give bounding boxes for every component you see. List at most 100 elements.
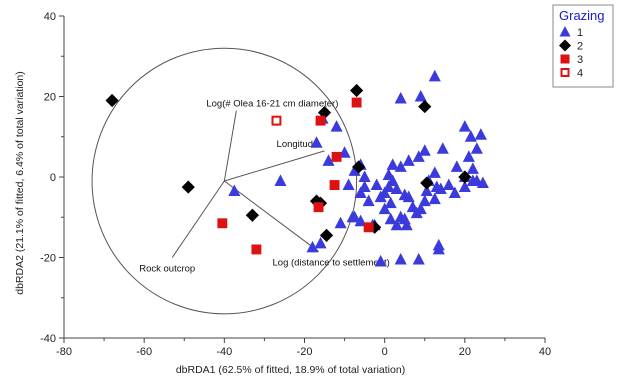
point-grazing-2 <box>245 208 259 222</box>
legend-label-3: 3 <box>577 54 583 66</box>
point-grazing-1 <box>432 242 445 255</box>
point-grazing-1 <box>322 154 335 166</box>
point-grazing-2 <box>368 220 382 234</box>
point-grazing-1 <box>414 89 427 102</box>
vector-line <box>224 180 319 252</box>
point-grazing-1 <box>334 216 347 229</box>
point-grazing-3 <box>315 115 326 126</box>
point-grazing-1 <box>354 186 367 199</box>
point-grazing-2 <box>350 83 364 98</box>
legend-marker-2 <box>559 39 571 52</box>
y-tick-label: -20 <box>40 253 56 265</box>
point-grazing-3 <box>217 218 228 229</box>
y-tick-label: 0 <box>50 172 56 184</box>
point-grazing-1 <box>410 206 423 219</box>
point-grazing-1 <box>394 252 407 265</box>
point-grazing-1 <box>428 192 441 205</box>
point-grazing-1 <box>362 194 375 207</box>
point-grazing-1 <box>448 186 461 199</box>
legend-marker-1 <box>559 26 571 37</box>
point-grazing-1 <box>390 218 403 231</box>
point-grazing-1 <box>418 144 431 156</box>
point-grazing-1 <box>420 184 433 197</box>
x-tick-label: -40 <box>216 346 232 358</box>
point-grazing-1 <box>342 178 355 190</box>
point-grazing-1 <box>386 158 399 170</box>
point-grazing-3 <box>251 244 262 255</box>
point-grazing-1 <box>358 170 371 182</box>
point-grazing-1 <box>228 184 241 197</box>
legend-marker-4 <box>560 68 570 77</box>
vector-label: Rock outcrop <box>139 264 195 275</box>
point-grazing-2 <box>105 93 119 108</box>
y-tick-label: -40 <box>40 333 56 345</box>
point-grazing-1 <box>412 150 425 162</box>
legend-title: Grazing <box>559 8 605 23</box>
point-grazing-1 <box>354 214 367 227</box>
point-grazing-1 <box>330 120 343 132</box>
point-grazing-3 <box>313 202 324 213</box>
vector-label: Log(# Olea 16-21 cm diameter) <box>206 99 338 110</box>
point-grazing-1 <box>470 142 483 154</box>
point-grazing-2 <box>420 176 434 190</box>
point-grazing-1 <box>394 160 407 172</box>
vector-label: Log (distance to settlement) <box>273 257 390 268</box>
point-grazing-1 <box>430 180 443 193</box>
point-grazing-2 <box>418 99 432 114</box>
point-grazing-1 <box>428 166 441 178</box>
y-tick-label: 20 <box>44 92 56 104</box>
point-grazing-1 <box>374 254 387 267</box>
point-grazing-1 <box>394 91 407 104</box>
point-grazing-1 <box>310 136 323 148</box>
point-grazing-1 <box>400 218 413 231</box>
point-grazing-1 <box>462 150 475 162</box>
point-grazing-1 <box>378 202 391 215</box>
point-grazing-1 <box>346 210 359 223</box>
point-grazing-1 <box>412 252 425 265</box>
point-grazing-1 <box>476 176 489 188</box>
point-grazing-3 <box>331 151 342 162</box>
point-grazing-1 <box>442 178 455 190</box>
x-tick-label: 40 <box>539 346 551 358</box>
point-grazing-1 <box>418 194 431 207</box>
vector-label: Longitude <box>277 139 319 150</box>
legend-label-2: 2 <box>577 41 583 53</box>
point-grazing-2 <box>181 180 195 194</box>
y-tick-label: 40 <box>44 11 56 23</box>
point-grazing-2 <box>352 160 366 174</box>
point-grazing-3 <box>363 222 374 233</box>
point-grazing-3 <box>351 97 362 108</box>
point-grazing-3 <box>329 180 340 190</box>
vector-line <box>224 150 325 182</box>
point-grazing-1 <box>406 200 419 213</box>
point-grazing-1 <box>384 212 397 225</box>
point-grazing-1 <box>458 120 471 132</box>
point-grazing-1 <box>274 174 287 186</box>
point-grazing-1 <box>458 180 471 193</box>
x-axis-title: dbRDA1 (62.5% of fitted, 18.9% of total … <box>176 364 405 376</box>
legend-marker-3 <box>560 54 570 64</box>
point-grazing-1 <box>398 188 411 201</box>
point-grazing-1 <box>474 128 487 140</box>
point-grazing-1 <box>374 190 387 203</box>
x-tick-label: 0 <box>382 346 388 358</box>
point-grazing-1 <box>386 174 399 186</box>
point-grazing-2 <box>458 170 472 184</box>
y-axis-title: dbRDA2 (21.1% of fitted, 6.4% of total v… <box>14 71 26 295</box>
legend-label-1: 1 <box>577 27 583 39</box>
point-grazing-1 <box>402 154 415 166</box>
point-grazing-1 <box>348 164 361 176</box>
correlation-circle <box>91 47 358 315</box>
legend-label-4: 4 <box>577 68 583 80</box>
point-grazing-1 <box>450 160 463 172</box>
point-grazing-2 <box>319 228 334 242</box>
point-grazing-4 <box>271 115 282 126</box>
point-grazing-1 <box>306 240 319 253</box>
point-grazing-1 <box>464 130 477 142</box>
point-grazing-1 <box>436 142 449 154</box>
x-tick-label: -60 <box>136 346 152 358</box>
point-grazing-1 <box>384 196 397 209</box>
vector-line <box>171 180 225 258</box>
